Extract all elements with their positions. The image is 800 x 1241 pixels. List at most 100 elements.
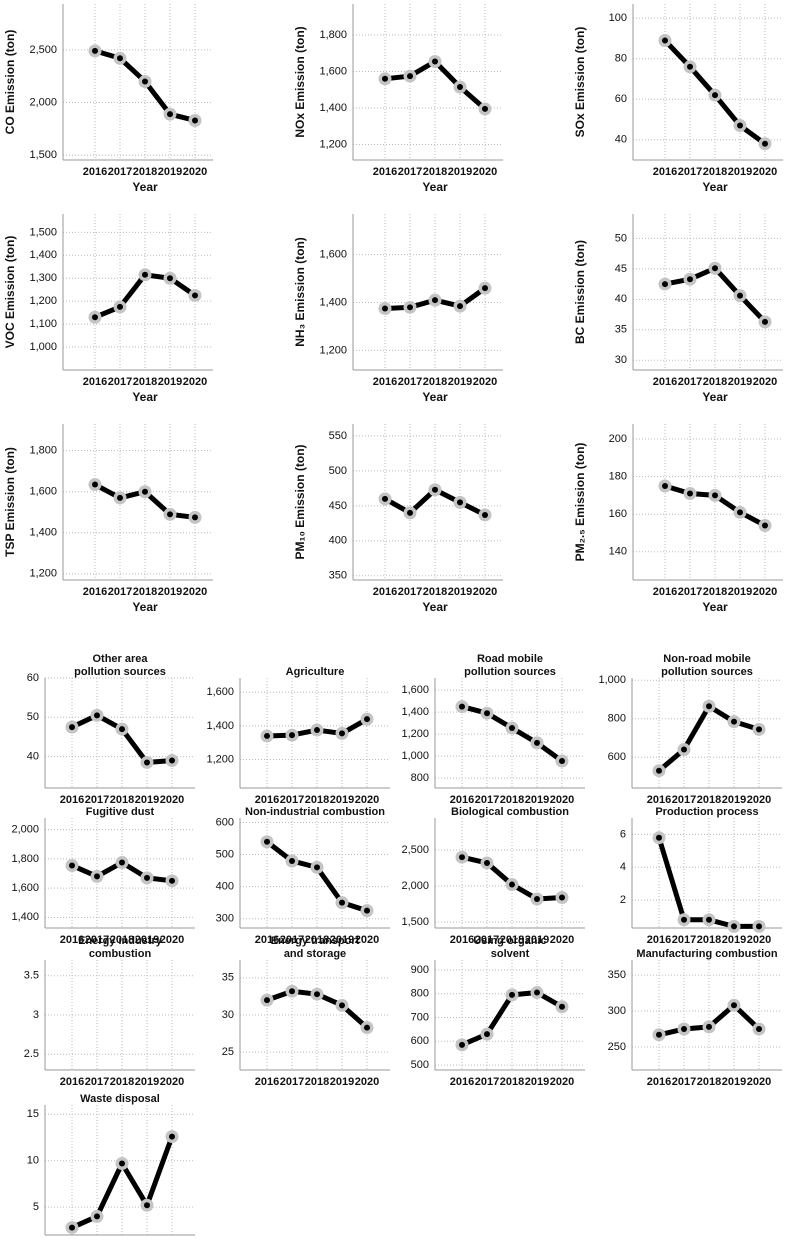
- y-tick-label: 1,600: [319, 65, 347, 77]
- y-tick-label: 800: [411, 988, 429, 1000]
- marker-dot: [737, 509, 743, 516]
- x-tick-label: 2019: [722, 794, 746, 806]
- marker-dot: [559, 894, 565, 901]
- y-tick-label: 500: [329, 465, 347, 477]
- marker-dot: [382, 495, 388, 502]
- x-tick-label: 2017: [280, 794, 304, 806]
- marker-dot: [314, 864, 320, 871]
- marker-dot: [482, 285, 488, 292]
- marker-dot: [364, 1024, 370, 1031]
- x-tick-label: 2016: [373, 166, 397, 178]
- marker-dot: [144, 759, 150, 766]
- x-tick-label: 2017: [672, 1076, 696, 1088]
- x-tick-label: 2018: [703, 166, 727, 178]
- y-tick-label: 1,600: [401, 684, 429, 696]
- y-tick-label: 350: [608, 969, 626, 981]
- x-tick-label: 2018: [133, 586, 157, 598]
- x-tick-label: 2018: [133, 376, 157, 388]
- x-tick-label: 2019: [158, 586, 182, 598]
- chart-title: pollution sources: [74, 666, 166, 678]
- y-tick-label: 1,200: [29, 295, 57, 307]
- marker-dot: [762, 318, 768, 325]
- x-tick-label: 2016: [60, 794, 84, 806]
- marker-dot: [509, 991, 515, 998]
- y-tick-label: 200: [609, 433, 627, 445]
- marker-dot: [687, 276, 693, 283]
- y-tick-label: 1,200: [206, 753, 234, 765]
- y-axis-label: VOC Emission (ton): [3, 236, 17, 349]
- marker-dot: [534, 739, 540, 746]
- y-tick-label: 180: [609, 471, 627, 483]
- x-tick-label: 2019: [135, 794, 159, 806]
- x-tick-label: 2017: [672, 934, 696, 946]
- x-tick-label: 2019: [525, 1076, 549, 1088]
- x-tick-label: 2020: [473, 376, 497, 388]
- x-tick-label: 2020: [753, 586, 777, 598]
- marker-dot: [484, 710, 490, 717]
- x-tick-label: 2020: [550, 1076, 574, 1088]
- x-tick-label: 2017: [678, 166, 702, 178]
- x-tick-label: 2016: [653, 376, 677, 388]
- x-tick-label: 2017: [108, 586, 132, 598]
- y-tick-label: 550: [329, 430, 347, 442]
- y-tick-label: 1,800: [319, 29, 347, 41]
- y-tick-label: 1,800: [29, 445, 57, 457]
- panel: 600 800 1,000 2016 2017 2018 2019 2020 Non-road …: [598, 653, 782, 806]
- marker-dot: [92, 47, 98, 54]
- line: [265, 839, 368, 914]
- x-tick-label: 2018: [305, 1076, 329, 1088]
- marker-dot: [712, 492, 718, 499]
- marker-dot: [364, 716, 370, 723]
- y-tick-label: 1,400: [11, 911, 39, 923]
- marker-dot: [314, 727, 320, 734]
- marker-dot: [731, 923, 737, 930]
- y-tick-label: 60: [27, 672, 39, 684]
- x-tick-label: 2020: [473, 586, 497, 598]
- x-tick-label: 2017: [85, 1076, 109, 1088]
- y-tick-label: 500: [216, 848, 234, 860]
- y-tick-label: 160: [609, 508, 627, 520]
- y-tick-label: 1,500: [401, 916, 429, 928]
- marker-dot: [706, 916, 712, 923]
- marker-dot: [339, 899, 345, 906]
- y-tick-label: 900: [411, 964, 429, 976]
- x-tick-label: 2017: [85, 934, 109, 946]
- x-tick-label: 2016: [450, 794, 474, 806]
- y-tick-label: 600: [216, 816, 234, 828]
- x-tick-label: 2018: [110, 934, 134, 946]
- x-axis-label: Year: [422, 180, 448, 194]
- x-tick-label: 2018: [703, 586, 727, 598]
- marker-dot: [482, 105, 488, 112]
- x-tick-label: 2019: [158, 166, 182, 178]
- marker-dot: [94, 712, 100, 719]
- panel: 350 400 450 500 550 2016 2017 2018 2019 2020 Year P…: [293, 424, 503, 614]
- x-tick-label: 2019: [728, 586, 752, 598]
- chart-title: Energy transport: [271, 935, 360, 947]
- chart-title: Production process: [655, 806, 758, 818]
- x-tick-label: 2020: [183, 586, 207, 598]
- marker-dot: [94, 1213, 100, 1220]
- y-tick-label: 600: [608, 751, 626, 763]
- x-tick-label: 2017: [398, 376, 422, 388]
- panel: 1,200 1,400 1,600 2016 2017 2018 2019 2020 Agric…: [206, 666, 390, 806]
- y-tick-label: 1,000: [401, 750, 429, 762]
- x-tick-label: 2017: [280, 934, 304, 946]
- x-tick-label: 2019: [448, 586, 472, 598]
- y-axis-label: BC Emission (ton): [573, 240, 587, 344]
- y-tick-label: 30: [222, 1009, 234, 1021]
- marker-dot: [94, 873, 100, 880]
- marker-dot: [382, 305, 388, 312]
- y-tick-label: 1,400: [206, 720, 234, 732]
- x-axis-label: Year: [702, 390, 728, 404]
- marker-dot: [712, 92, 718, 99]
- y-tick-label: 25: [222, 1046, 234, 1058]
- x-tick-label: 2019: [330, 1076, 354, 1088]
- panel: 800 1,000 1,200 1,400 1,600 2016 2017 2018 2019 2…: [401, 653, 585, 806]
- y-tick-label: 10: [27, 1155, 39, 1167]
- x-tick-label: 2019: [330, 934, 354, 946]
- y-tick-label: 400: [329, 535, 347, 547]
- x-axis-label: Year: [132, 390, 158, 404]
- panel: 1,200 1,400 1,600 2016 2017 2018 2019 2020 Year N…: [293, 214, 503, 404]
